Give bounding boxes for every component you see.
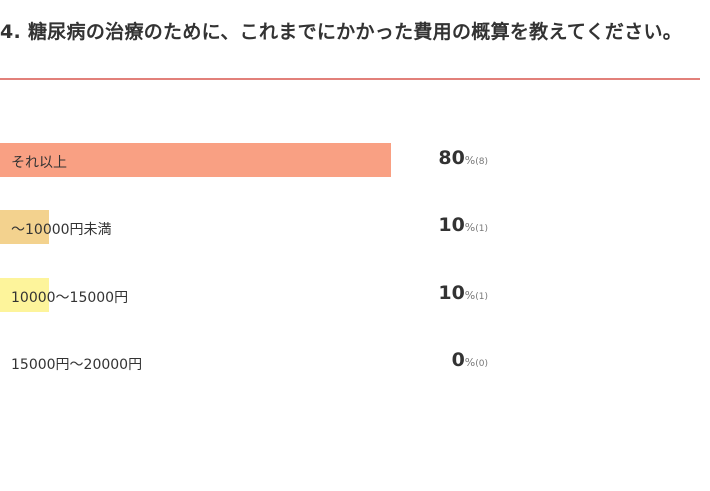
title-divider [0, 78, 700, 80]
percent-value: 10 [438, 214, 465, 236]
response-count: (8) [475, 157, 488, 167]
percent-unit: % [464, 154, 476, 167]
result-bar [0, 210, 49, 244]
percent-unit: % [464, 356, 476, 369]
option-label: ～10000円未満 [11, 222, 112, 238]
result-bar [0, 278, 49, 312]
option-label: 10000～15000円 [11, 290, 129, 306]
percent-value: 80 [438, 147, 465, 169]
result-row: ～10000円未満 10%(1) [0, 210, 700, 244]
result-value: 80%(8) [428, 147, 488, 169]
option-label: 15000円～20000円 [11, 357, 143, 373]
result-bar [0, 143, 391, 177]
result-row: それ以上 80%(8) [0, 143, 700, 177]
result-value: 10%(1) [428, 214, 488, 236]
percent-unit: % [464, 221, 476, 234]
result-value: 0%(0) [428, 349, 488, 371]
percent-value: 10 [438, 282, 465, 304]
percent-value: 0 [451, 349, 465, 371]
result-value: 10%(1) [428, 282, 488, 304]
percent-unit: % [464, 289, 476, 302]
response-count: (0) [475, 359, 488, 369]
response-count: (1) [475, 292, 488, 302]
option-label: それ以上 [11, 155, 67, 171]
response-count: (1) [475, 224, 488, 234]
result-row: 15000円～20000円 0%(0) [0, 345, 700, 379]
question-title: 4. 糖尿病の治療のために、これまでにかかった費用の概算を教えてください。 [0, 21, 683, 43]
result-row: 10000～15000円 10%(1) [0, 278, 700, 312]
